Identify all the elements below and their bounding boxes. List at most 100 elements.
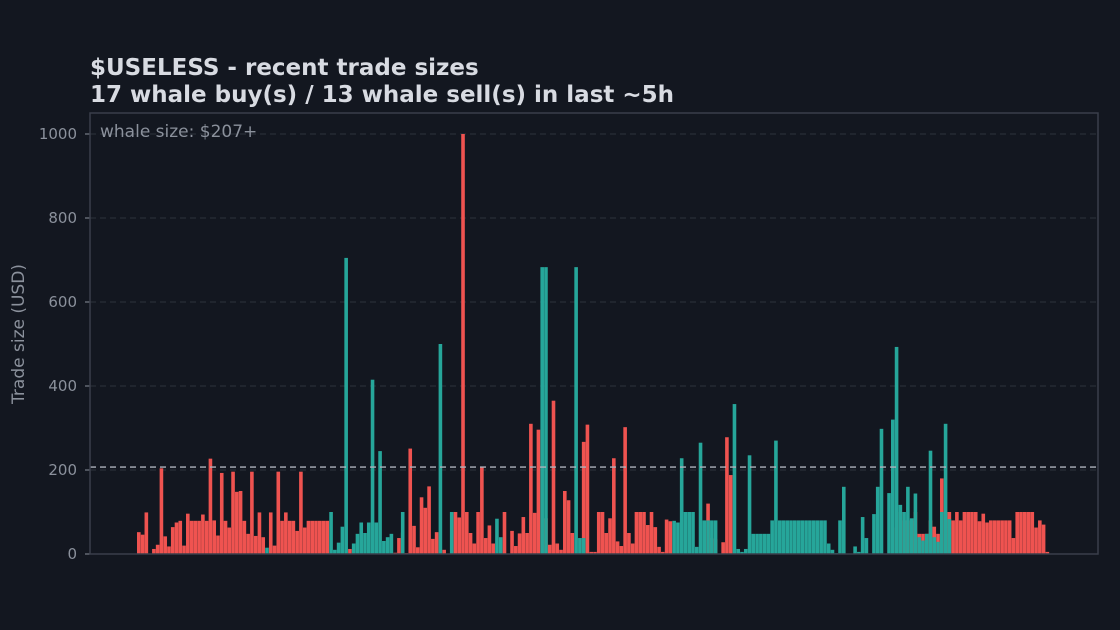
buy-trade-bar xyxy=(902,512,906,554)
buy-trade-bar xyxy=(581,538,586,554)
buy-trade-bar xyxy=(762,533,767,554)
sell-trade-bar xyxy=(212,520,216,554)
sell-trade-bar xyxy=(261,537,266,554)
sell-trade-bar xyxy=(137,532,141,554)
sell-trade-bar xyxy=(615,541,620,554)
buy-trade-bar xyxy=(736,548,741,554)
y-tick-label: 600 xyxy=(48,293,77,311)
buy-trade-bar xyxy=(921,540,925,554)
sell-trade-bar xyxy=(257,512,262,554)
sell-trade-bar xyxy=(1045,551,1050,554)
sell-trade-bar xyxy=(532,512,537,554)
sell-trade-bar xyxy=(170,527,175,554)
buy-trade-bar xyxy=(815,520,820,554)
buy-trade-bar xyxy=(838,520,842,554)
buy-trade-bar xyxy=(792,520,797,554)
sell-trade-bar xyxy=(208,458,213,554)
buy-trade-bar xyxy=(698,442,703,554)
buy-trade-bar xyxy=(336,542,341,554)
sell-trade-bar xyxy=(1026,512,1031,554)
buy-trade-bar xyxy=(743,548,748,554)
sell-trade-bar xyxy=(487,525,492,554)
buy-trade-bar xyxy=(755,533,759,554)
sell-trade-bar xyxy=(408,448,413,554)
sell-trade-bar xyxy=(310,520,315,554)
y-tick-labels: 0 200 400 600 800 1000 xyxy=(39,125,90,563)
sell-trade-bar xyxy=(596,512,601,554)
buy-trade-bar xyxy=(796,520,801,554)
sell-trade-bar xyxy=(272,545,277,554)
sell-trade-bar xyxy=(529,423,533,554)
sell-trade-bar xyxy=(1030,512,1035,554)
y-tick-label: 200 xyxy=(48,461,77,479)
y-axis-label: Trade size (USD) xyxy=(9,264,29,405)
whale-threshold-label: whale size: $207+ xyxy=(100,122,257,142)
buy-trade-bar xyxy=(872,514,876,554)
sell-trade-bar xyxy=(1038,520,1042,554)
sell-trade-bar xyxy=(581,441,586,554)
chart-title: $USELESS - recent trade sizes xyxy=(90,55,479,81)
buy-trade-bar xyxy=(864,538,869,554)
sell-trade-bar xyxy=(1041,524,1046,554)
buy-trade-bar xyxy=(800,520,805,554)
sell-trade-bar xyxy=(996,520,1001,554)
y-tick-label: 1000 xyxy=(39,125,77,143)
sell-trade-bar xyxy=(348,548,352,554)
sell-trade-bar xyxy=(472,543,477,554)
sell-trade-bar xyxy=(661,551,665,554)
buy-trade-bar xyxy=(766,533,771,554)
sell-trade-bar xyxy=(604,533,609,554)
sell-trade-bar xyxy=(453,512,458,554)
sell-trade-bar xyxy=(415,547,420,554)
sell-trade-bar xyxy=(491,543,495,554)
buy-trade-bar xyxy=(913,493,918,554)
buy-trade-bar xyxy=(785,520,790,554)
sell-trade-bar xyxy=(174,522,179,554)
sell-trade-bar xyxy=(216,535,220,554)
sell-trade-bar xyxy=(966,512,970,554)
buy-trade-bar xyxy=(344,257,348,554)
buy-trade-bar xyxy=(860,517,865,554)
buy-trade-bar xyxy=(924,533,929,554)
sell-trade-bar xyxy=(457,517,462,554)
sell-trade-bar xyxy=(958,520,963,554)
sell-trade-bar xyxy=(1015,512,1020,554)
buy-trade-bar xyxy=(894,346,899,554)
sell-trade-bar xyxy=(231,471,235,554)
buy-trade-bar xyxy=(540,267,544,554)
buy-trade-bar xyxy=(857,551,861,554)
buy-trade-bar xyxy=(819,520,823,554)
buy-trade-bar xyxy=(351,543,356,554)
buy-trade-bar xyxy=(917,537,921,554)
buy-trade-bar xyxy=(789,520,793,554)
buy-trade-bar xyxy=(887,493,891,554)
sell-trade-bar xyxy=(204,520,209,554)
buy-trade-bar xyxy=(329,512,333,554)
sell-trade-bar xyxy=(434,532,439,554)
sell-trade-bar xyxy=(182,545,186,554)
sell-trade-bar xyxy=(951,520,955,554)
sell-trade-bar xyxy=(570,533,575,554)
sell-trade-bar xyxy=(325,520,330,554)
sell-trade-bar xyxy=(1000,520,1004,554)
buy-trade-bar xyxy=(679,458,684,554)
sell-trade-bar xyxy=(593,551,597,554)
buy-trade-bar xyxy=(363,533,367,554)
buy-trade-bar xyxy=(498,537,503,554)
buy-trade-bar xyxy=(265,547,269,554)
buy-trade-bar xyxy=(853,546,857,554)
sell-trade-bar xyxy=(638,512,643,554)
sell-trade-bar xyxy=(250,471,254,554)
sell-trade-bar xyxy=(464,512,469,554)
buy-trade-bar xyxy=(898,504,903,554)
sell-trade-bar xyxy=(664,519,669,554)
sell-trade-bar xyxy=(1019,512,1023,554)
sell-trade-bar xyxy=(728,475,733,554)
sell-trade-bar xyxy=(630,543,635,554)
buy-trade-bar xyxy=(706,520,710,554)
buy-trade-bar xyxy=(676,522,680,554)
buy-trade-bar xyxy=(932,537,937,554)
y-tick-label: 400 xyxy=(48,377,77,395)
sell-trade-bar xyxy=(193,520,198,554)
